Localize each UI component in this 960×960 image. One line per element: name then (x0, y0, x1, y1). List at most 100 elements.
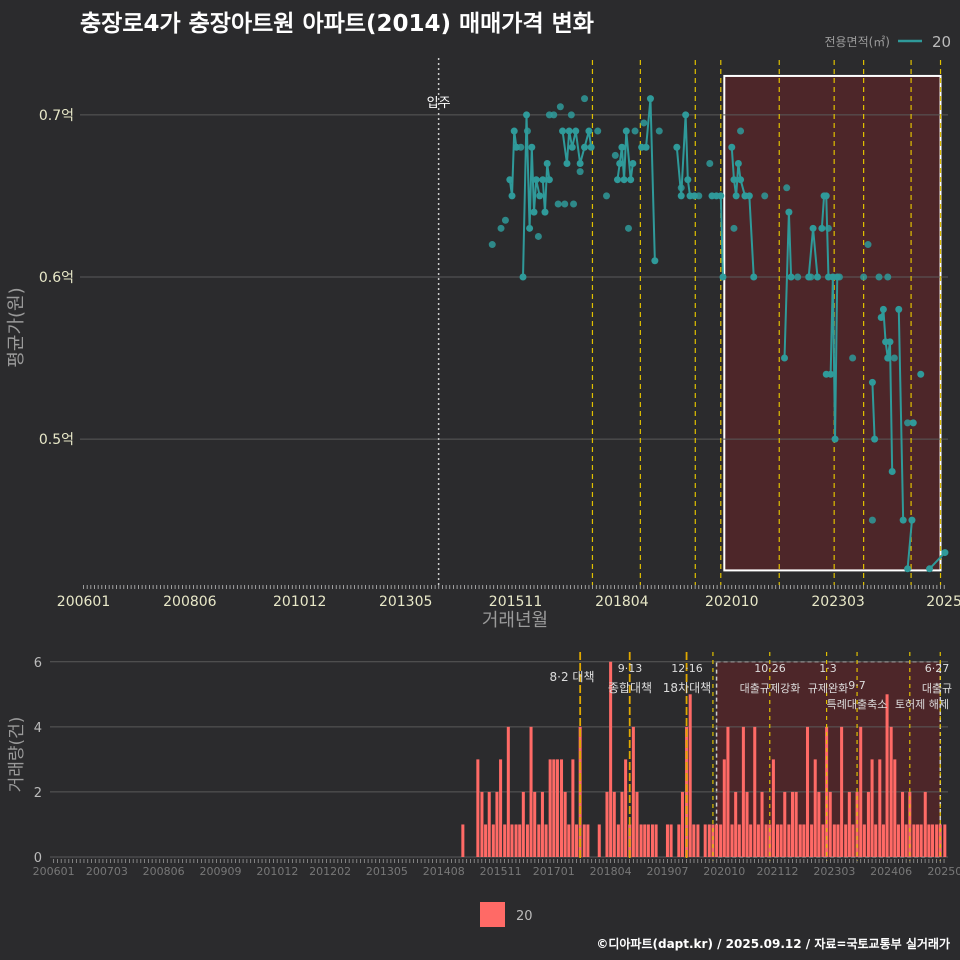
volume-bar (896, 824, 900, 857)
data-point (864, 241, 872, 249)
legend-label: 20 (516, 909, 533, 924)
x-tick-label: 201907 (646, 865, 688, 878)
data-point (849, 354, 857, 362)
data-point (677, 184, 685, 192)
y-tick-label: 6 (34, 656, 42, 671)
policy-label: 대출규제강화 (740, 682, 801, 695)
volume-bar (548, 759, 552, 857)
data-point (875, 273, 883, 281)
policy-date: 1·3 (819, 662, 837, 675)
data-point (651, 257, 659, 265)
volume-bar (893, 759, 897, 857)
data-point (717, 192, 725, 200)
x-tick-label: 201012 (273, 594, 326, 610)
data-point (868, 516, 876, 524)
series-line (711, 194, 724, 277)
volume-bar (828, 791, 832, 857)
data-point (517, 143, 525, 151)
volume-bar (503, 824, 507, 857)
x-tick-label: 201408 (423, 865, 465, 878)
data-point (541, 208, 549, 216)
data-point (787, 273, 795, 281)
data-point (941, 549, 949, 557)
volume-bar (525, 824, 529, 857)
legend-swatch (480, 902, 505, 927)
policy-annotation: 8·2 대책 (550, 669, 595, 684)
volume-bar (650, 824, 654, 857)
volume-bar (923, 791, 927, 857)
data-point (807, 273, 815, 281)
legend-title: 전용면적(㎡) (824, 35, 890, 49)
data-point (831, 435, 839, 443)
data-point (904, 419, 912, 427)
volume-bar (840, 726, 844, 857)
volume-bar (919, 824, 923, 857)
volume-bar (771, 759, 775, 857)
volume-bar (480, 791, 484, 857)
x-tick-label: 201701 (533, 865, 575, 878)
x-tick-label: 201804 (595, 594, 649, 610)
data-point (545, 176, 553, 184)
volume-bar (794, 791, 798, 857)
volume-bar (756, 824, 760, 857)
data-point (835, 273, 843, 281)
y-tick-label: 0.7억 (39, 108, 74, 124)
credit-text: ©디아파트(dapt.kr) / 2025.09.12 / 자료=국토교통부 실… (596, 937, 950, 951)
volume-bar (775, 824, 780, 857)
volume-bar (764, 824, 768, 857)
volume-bar (639, 824, 643, 857)
data-point (646, 95, 654, 103)
data-point (581, 143, 589, 151)
volume-bar (779, 824, 783, 857)
volume-bar (521, 791, 525, 857)
x-tick-label: 200909 (200, 865, 242, 878)
data-point (677, 192, 685, 200)
volume-bar (476, 759, 480, 857)
volume-bar (802, 824, 806, 857)
data-point (655, 127, 663, 135)
volume-bar (749, 824, 753, 857)
volume-bar (487, 791, 491, 857)
volume-bar (552, 759, 556, 857)
volume-bar (821, 824, 825, 857)
data-point (510, 127, 518, 135)
data-point (534, 232, 542, 240)
data-point (730, 224, 738, 232)
volume-bar (722, 759, 726, 857)
policy-label: 18차대책 (663, 680, 711, 695)
data-point (871, 435, 879, 443)
volume-bar (567, 824, 571, 857)
policy-date: 6·27 (925, 662, 950, 675)
volume-bar (730, 824, 734, 857)
data-point (794, 273, 802, 281)
data-point (543, 159, 551, 167)
data-point (822, 192, 830, 200)
volume-bar (832, 824, 836, 857)
data-point (884, 273, 892, 281)
volume-bar (510, 824, 514, 857)
volume-bar (582, 824, 586, 857)
x-axis-title: 거래년월 (482, 610, 548, 631)
data-point (783, 184, 791, 192)
volume-bar (506, 726, 510, 857)
volume-bar (851, 824, 855, 857)
y-axis-title: 평균가(원) (6, 287, 27, 367)
x-tick-label: 201511 (480, 865, 522, 878)
data-point (884, 354, 892, 362)
x-tick-label: 201305 (366, 865, 408, 878)
data-point (523, 127, 531, 135)
volume-bar (862, 824, 866, 857)
series-line (541, 163, 551, 213)
data-point (530, 208, 538, 216)
data-point (497, 224, 505, 232)
data-point (506, 176, 514, 184)
data-point (737, 127, 745, 135)
policy-date: 9·13 (618, 662, 643, 675)
x-tick-label: 202303 (813, 865, 855, 878)
x-tick-label: 200806 (163, 594, 217, 610)
volume-bar (817, 791, 821, 857)
data-point (734, 159, 742, 167)
volume-bar (703, 824, 707, 857)
data-point (559, 127, 567, 135)
